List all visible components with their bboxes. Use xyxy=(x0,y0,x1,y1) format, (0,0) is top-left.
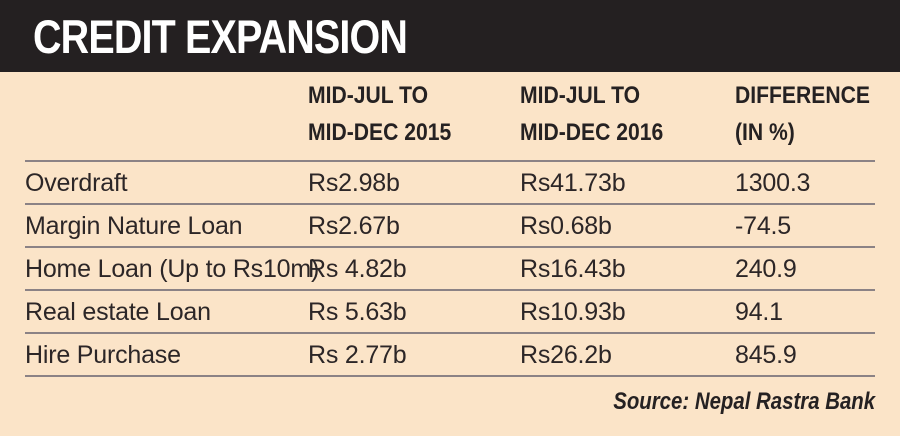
value-difference: 845.9 xyxy=(735,341,797,369)
table-row: Margin Nature Loan Rs2.67b Rs0.68b -74.5 xyxy=(25,205,875,248)
page-title: CREDIT EXPANSION xyxy=(33,9,408,63)
table-row: Real estate Loan Rs 5.63b Rs10.93b 94.1 xyxy=(25,291,875,334)
header-line1: MID-JUL TO xyxy=(308,82,429,109)
header-cell-2015: MID-JUL TO MID-DEC 2015 xyxy=(308,77,495,151)
value-2015: Rs 2.77b xyxy=(308,341,407,369)
source-credit: Source: Nepal Rastra Bank xyxy=(613,388,875,415)
value-difference: 94.1 xyxy=(735,298,783,326)
table-row: Home Loan (Up to Rs10m) Rs 4.82b Rs16.43… xyxy=(25,248,875,291)
table-row: Hire Purchase Rs 2.77b Rs26.2b 845.9 xyxy=(25,334,875,377)
row-label: Overdraft xyxy=(25,169,128,197)
credit-table: MID-JUL TO MID-DEC 2015 MID-JUL TO MID-D… xyxy=(25,72,875,377)
value-difference: 1300.3 xyxy=(735,169,811,197)
value-difference: -74.5 xyxy=(735,212,791,240)
value-2015: Rs 4.82b xyxy=(308,255,407,283)
header-line2: MID-DEC 2016 xyxy=(520,119,664,146)
value-2016: Rs0.68b xyxy=(520,212,612,240)
header-cell-difference: DIFFERENCE (IN %) xyxy=(735,77,870,151)
value-2016: Rs26.2b xyxy=(520,341,612,369)
header-cell-2016: MID-JUL TO MID-DEC 2016 xyxy=(520,77,709,151)
header-line2: MID-DEC 2015 xyxy=(308,119,452,146)
value-difference: 240.9 xyxy=(735,255,797,283)
value-2016: Rs10.93b xyxy=(520,298,626,326)
value-2015: Rs 5.63b xyxy=(308,298,407,326)
value-2016: Rs16.43b xyxy=(520,255,626,283)
row-label: Home Loan (Up to Rs10m) xyxy=(25,255,320,283)
row-label: Hire Purchase xyxy=(25,341,181,369)
title-band: CREDIT EXPANSION xyxy=(0,0,900,72)
value-2016: Rs41.73b xyxy=(520,169,626,197)
value-2015: Rs2.98b xyxy=(308,169,400,197)
header-line1: MID-JUL TO xyxy=(520,82,641,109)
header-line1: DIFFERENCE xyxy=(735,82,870,109)
table-header-row: MID-JUL TO MID-DEC 2015 MID-JUL TO MID-D… xyxy=(25,72,875,162)
row-label: Margin Nature Loan xyxy=(25,212,243,240)
header-line2: (IN %) xyxy=(735,119,795,146)
value-2015: Rs2.67b xyxy=(308,212,400,240)
row-label: Real estate Loan xyxy=(25,298,211,326)
table-row: Overdraft Rs2.98b Rs41.73b 1300.3 xyxy=(25,162,875,205)
